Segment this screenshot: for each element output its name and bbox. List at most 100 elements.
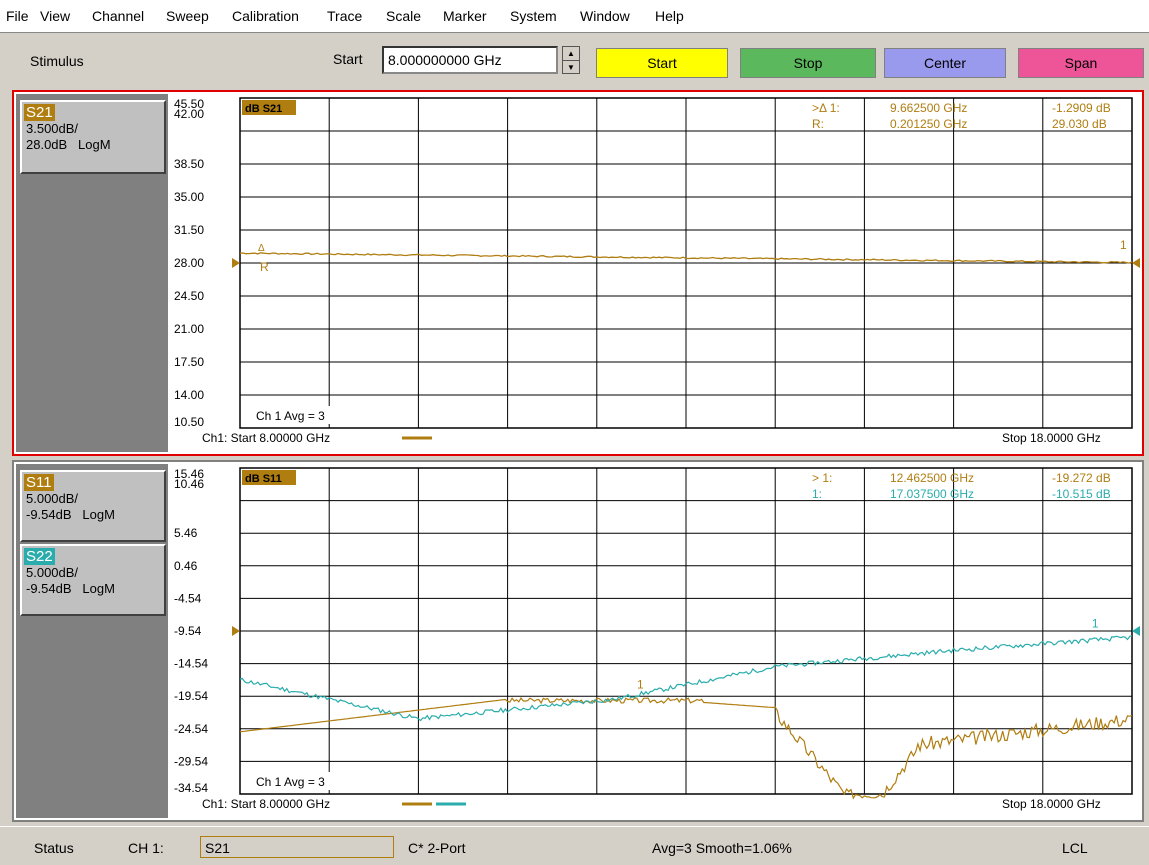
avg-bg <box>252 772 348 790</box>
s21-trace <box>239 252 1133 264</box>
menu-window[interactable]: Window <box>580 8 630 24</box>
y-tick-label: -34.54 <box>174 781 208 795</box>
reference-arrow-left <box>232 258 240 268</box>
toolbar-section-label: Stimulus <box>30 53 84 69</box>
menu-scale[interactable]: Scale <box>386 8 422 24</box>
y-tick-label: -29.54 <box>174 754 208 768</box>
reference-marker: R <box>260 260 269 274</box>
trace-name: S21 <box>24 104 55 121</box>
averaging-label: Ch 1 Avg = 3 <box>256 775 325 789</box>
start-frequency-label: Ch1: Start 8.00000 GHz <box>202 797 330 811</box>
avg-bg <box>252 406 348 424</box>
start-button[interactable]: Start <box>596 48 728 78</box>
trace-name-s22: S22 <box>24 548 55 565</box>
y-tick-label: -14.54 <box>174 657 208 671</box>
status-active-trace[interactable]: S21 <box>200 836 394 858</box>
trace-ref-s22: -9.54dB LogM <box>26 581 115 596</box>
marker-1-label: 1 <box>1120 238 1127 252</box>
trace-box-s22[interactable]: S22 5.000dB/ -9.54dB LogM <box>20 544 166 616</box>
marker-1-s22-label: 1 <box>1092 616 1099 630</box>
start-field-label: Start <box>333 51 363 67</box>
marker-frequency: 17.037500 GHz <box>890 487 974 501</box>
channel-window-s11-s22[interactable]: S11 5.000dB/ -9.54dB LogM S22 5.000dB/ -… <box>12 460 1144 822</box>
menu-marker[interactable]: Marker <box>443 8 487 24</box>
y-tick-label: -24.54 <box>174 722 208 736</box>
marker-label: >Δ 1: <box>812 101 840 115</box>
status-label: Status <box>34 840 74 856</box>
y-tick-label: 14.00 <box>174 388 204 402</box>
trace-scale: 3.500dB/ <box>26 121 79 136</box>
menu-channel[interactable]: Channel <box>92 8 145 24</box>
y-tick-label: 10.46 <box>174 477 204 491</box>
span-button[interactable]: Span <box>1018 48 1144 78</box>
y-tick-label: 21.00 <box>174 322 204 336</box>
stimulus-toolbar: Stimulus Start 8.000000000 GHz ▲ ▼ Start… <box>0 33 1149 88</box>
spin-down-icon[interactable]: ▼ <box>567 63 575 72</box>
trace-box-s21[interactable]: S21 3.500dB/ 28.0dB LogM <box>20 100 166 174</box>
menu-system[interactable]: System <box>510 8 557 24</box>
marker-label: R: <box>812 117 824 131</box>
marker-value: -10.515 dB <box>1052 487 1111 501</box>
trace-tag-bg <box>242 100 296 115</box>
y-tick-label: 35.00 <box>174 190 204 204</box>
reference-arrow-left <box>232 626 240 636</box>
spin-up-icon[interactable]: ▲ <box>563 47 579 61</box>
trace-title-tag: dB S11 <box>245 473 282 485</box>
trace-box-s11[interactable]: S11 5.000dB/ -9.54dB LogM <box>20 470 166 542</box>
trace-scale-s22: 5.000dB/ <box>26 565 79 580</box>
status-averaging: Avg=3 Smooth=1.06% <box>652 840 792 856</box>
y-tick-label: -9.54 <box>174 624 202 638</box>
trace-sidebar-bottom: S11 5.000dB/ -9.54dB LogM S22 5.000dB/ -… <box>16 464 168 818</box>
marker-value: -1.2909 dB <box>1052 101 1111 115</box>
menu-file[interactable]: File <box>6 8 29 24</box>
y-tick-label: 5.46 <box>174 526 198 540</box>
y-tick-label: 28.00 <box>174 256 204 270</box>
plot-area-bottom: 15.46 10.46 5.46 0.46 -4.54 -9.54 -14.54 -19.54… <box>172 464 1140 823</box>
menu-sweep[interactable]: Sweep <box>166 8 209 24</box>
averaging-label: Ch 1 Avg = 3 <box>256 409 325 423</box>
start-frequency-input[interactable]: 8.000000000 GHz <box>382 46 558 74</box>
status-mode: LCL <box>1062 840 1088 856</box>
y-tick-label: 42.00 <box>174 107 204 121</box>
marker-1-s11-label: 1 <box>637 678 644 692</box>
center-button[interactable]: Center <box>884 48 1006 78</box>
trace-name-s11: S11 <box>24 474 54 491</box>
marker-label: > 1: <box>812 471 832 485</box>
trace-ref: 28.0dB LogM <box>26 137 111 152</box>
status-bar: Status CH 1: S21 C* 2-Port Avg=3 Smooth=… <box>0 826 1149 865</box>
y-tick-label: 38.50 <box>174 157 204 171</box>
start-frequency-label: Ch1: Start 8.00000 GHz <box>202 431 330 445</box>
trace-ref-s11: -9.54dB LogM <box>26 507 115 522</box>
menu-help[interactable]: Help <box>655 8 684 24</box>
s22-trace <box>239 635 1133 722</box>
status-calibration: C* 2-Port <box>408 840 466 856</box>
channel-window-s21[interactable]: S21 3.500dB/ 28.0dB LogM 45.50 42.00 38.50… <box>12 90 1144 456</box>
stop-button[interactable]: Stop <box>740 48 876 78</box>
trace-scale-s11: 5.000dB/ <box>26 491 79 506</box>
reference-arrow-right <box>1132 626 1140 636</box>
y-tick-label: -4.54 <box>174 591 202 605</box>
y-tick-label: 15.46 <box>174 467 204 481</box>
trace-tag-bg <box>242 470 296 485</box>
y-tick-label: 10.50 <box>174 415 204 429</box>
y-tick-label: 31.50 <box>174 223 204 237</box>
y-tick-label: 0.46 <box>174 559 198 573</box>
plot-background <box>172 94 1140 454</box>
menu-view[interactable]: View <box>40 8 71 24</box>
menu-bar: File View Channel Sweep Calibration Trac… <box>0 0 1149 33</box>
marker-frequency: 0.201250 GHz <box>890 117 967 131</box>
y-tick-label: 24.50 <box>174 289 204 303</box>
trace-title-tag: dB S21 <box>245 103 282 115</box>
y-tick-label: 45.50 <box>174 97 204 111</box>
stop-frequency-label: Stop 18.0000 GHz <box>1002 431 1101 445</box>
stop-frequency-label: Stop 18.0000 GHz <box>1002 797 1101 811</box>
marker-label: 1: <box>812 487 822 501</box>
marker-frequency: 9.662500 GHz <box>890 101 967 115</box>
plot-area-top: 45.50 42.00 38.50 35.00 31.50 28.00 24.50 21.00… <box>172 94 1140 457</box>
y-tick-label: -19.54 <box>174 689 208 703</box>
start-spinner[interactable]: ▲ ▼ <box>562 46 580 74</box>
menu-calibration[interactable]: Calibration <box>232 8 299 24</box>
menu-trace[interactable]: Trace <box>327 8 363 24</box>
